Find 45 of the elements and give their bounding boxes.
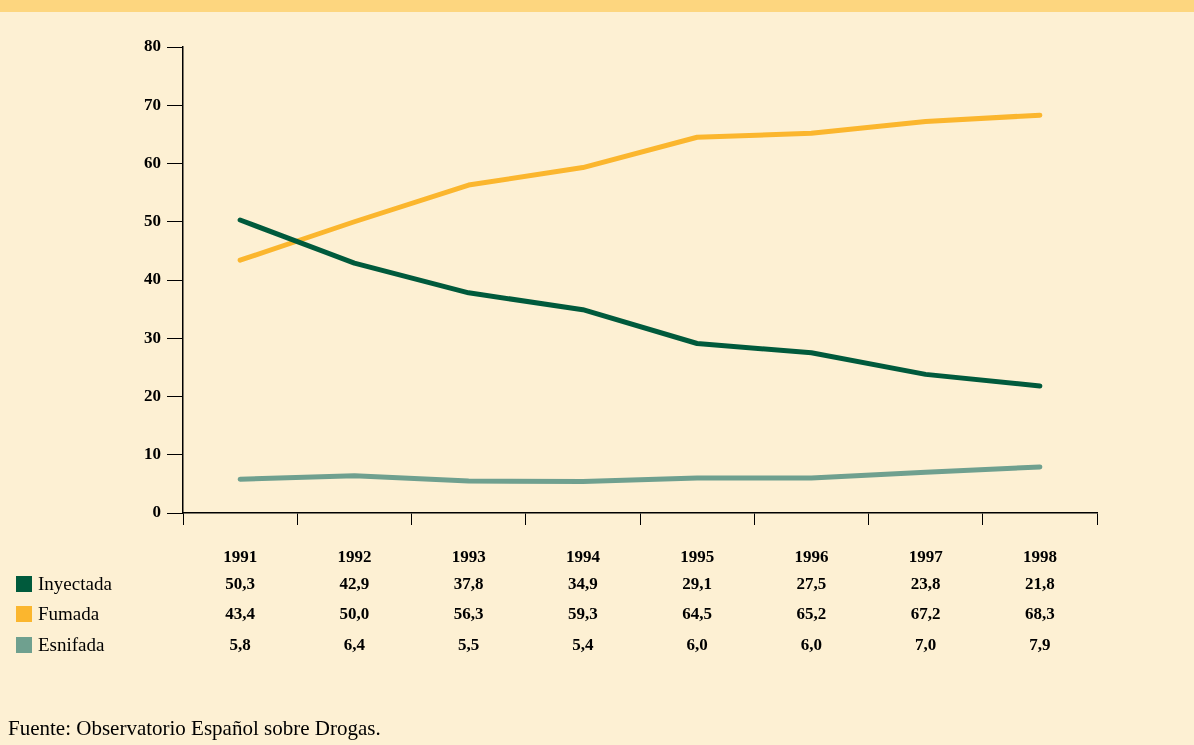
legend-label: Inyectada (38, 573, 112, 595)
x-tick-label: 1991 (223, 546, 258, 566)
data-label: 34,9 (567, 573, 599, 595)
data-label: 64,5 (681, 603, 713, 625)
data-label: 6,4 (342, 634, 366, 656)
data-label: 6,0 (799, 634, 823, 656)
data-label: 56,3 (452, 603, 485, 625)
data-label: 67,2 (909, 603, 942, 625)
data-label: 29,1 (681, 573, 713, 595)
x-tick-label: 1992 (337, 546, 372, 566)
data-label: 43,4 (224, 603, 256, 625)
y-tick-label: 40 (144, 269, 161, 289)
data-label: 68,3 (1024, 603, 1056, 625)
y-tick-label: 30 (144, 327, 161, 347)
data-label: 37,8 (452, 573, 485, 595)
data-label: 7,0 (914, 634, 938, 656)
x-tick-label: 1993 (451, 546, 486, 566)
y-tick-label: 20 (144, 385, 161, 405)
data-label: 42,9 (338, 573, 371, 595)
y-tick-label: 10 (144, 444, 161, 464)
data-label: 59,3 (567, 603, 599, 625)
x-tick-label: 1996 (794, 546, 829, 566)
y-tick-label: 60 (144, 152, 161, 172)
x-tick-label: 1997 (908, 546, 944, 566)
data-label: 7,9 (1028, 634, 1052, 656)
data-label: 65,2 (795, 603, 828, 625)
y-tick-label: 50 (144, 211, 161, 231)
data-label: 21,8 (1024, 573, 1056, 595)
data-label: 27,5 (795, 573, 828, 595)
x-tick-label: 1995 (680, 546, 715, 566)
x-tick-label: 1994 (565, 546, 601, 566)
x-tick-label: 1998 (1022, 546, 1057, 566)
legend-label: Esnifada (38, 634, 105, 656)
y-tick-label: 80 (144, 36, 161, 56)
data-label: 5,4 (571, 634, 595, 656)
data-label: 23,8 (909, 573, 942, 595)
y-tick-label: 70 (144, 94, 161, 114)
data-label: 50,0 (338, 603, 371, 625)
data-label: 5,5 (457, 634, 481, 656)
data-label: 50,3 (224, 573, 256, 595)
data-label: 6,0 (685, 634, 709, 656)
y-tick-label: 0 (152, 502, 161, 522)
data-label: 5,8 (228, 634, 252, 656)
source-note: Fuente: Observatorio Español sobre Drogas. (8, 716, 381, 741)
legend-label: Fumada (38, 603, 100, 625)
